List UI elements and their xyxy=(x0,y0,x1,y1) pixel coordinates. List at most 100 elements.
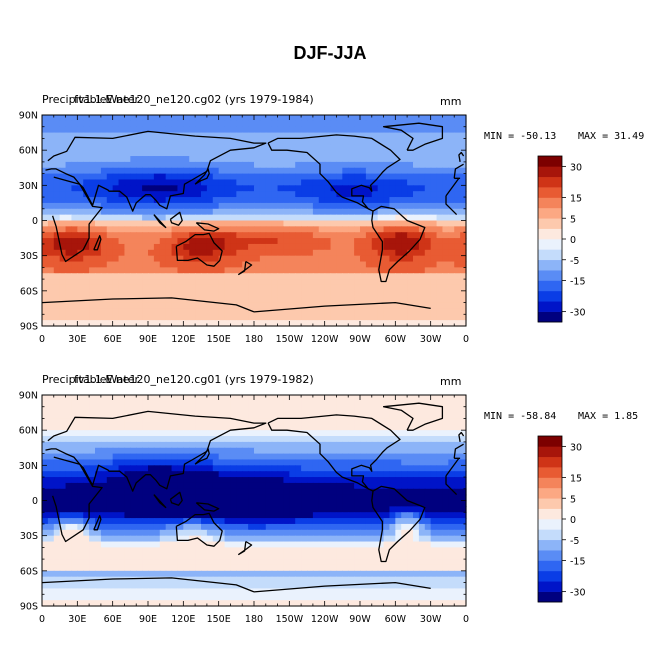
field-cell xyxy=(136,243,143,251)
field-cell xyxy=(383,506,391,513)
field-cell xyxy=(301,232,308,239)
field-cell xyxy=(118,564,126,572)
field-cell xyxy=(242,220,249,227)
field-cell xyxy=(271,418,279,425)
field-cell xyxy=(418,482,426,490)
field-cell xyxy=(71,296,78,304)
field-cell xyxy=(83,161,90,169)
field-cell xyxy=(424,267,432,274)
field-cell xyxy=(442,255,449,263)
field-cell xyxy=(442,553,449,560)
field-cell xyxy=(77,232,84,239)
field-cell xyxy=(206,453,214,461)
field-cell xyxy=(89,314,96,321)
field-cell xyxy=(118,115,126,122)
field-cell xyxy=(371,302,379,310)
field-cell xyxy=(212,290,220,298)
field-cell xyxy=(330,523,338,531)
field-cell xyxy=(230,547,237,554)
field-cell xyxy=(159,290,167,298)
field-cell xyxy=(365,261,373,268)
field-cell xyxy=(318,400,326,408)
field-cell xyxy=(212,436,220,443)
field-cell xyxy=(118,535,126,543)
field-cell xyxy=(130,570,137,578)
field-cell xyxy=(454,406,461,414)
field-cell xyxy=(277,197,285,204)
field-cell xyxy=(177,430,184,437)
field-cell xyxy=(218,518,226,525)
field-cell xyxy=(242,400,249,408)
field-cell xyxy=(136,541,143,548)
field-cell xyxy=(212,197,220,204)
field-cell xyxy=(71,238,78,245)
field-cell xyxy=(342,120,349,128)
field-cell xyxy=(130,564,137,572)
field-cell xyxy=(136,267,143,274)
field-cell xyxy=(112,238,120,245)
field-cell xyxy=(318,156,326,163)
field-cell xyxy=(65,320,73,327)
field-cell xyxy=(354,179,361,186)
field-cell xyxy=(360,564,367,572)
field-cell xyxy=(77,302,84,310)
field-cell xyxy=(295,506,302,513)
field-cell xyxy=(130,412,137,420)
field-cell xyxy=(436,494,444,502)
field-cell xyxy=(136,126,143,134)
field-cell xyxy=(418,424,426,431)
field-cell xyxy=(165,535,173,543)
field-cell xyxy=(42,453,49,461)
field-cell xyxy=(118,126,126,134)
field-cell xyxy=(112,436,120,443)
field-cell xyxy=(395,430,402,437)
field-cell xyxy=(254,185,261,192)
field-cell xyxy=(195,214,202,222)
field-cell xyxy=(130,436,137,443)
field-cell xyxy=(395,465,402,472)
field-cell xyxy=(59,279,67,286)
field-cell xyxy=(89,220,96,227)
field-cell xyxy=(407,226,414,233)
field-cell xyxy=(65,161,73,169)
field-cell xyxy=(265,535,273,543)
field-cell xyxy=(413,249,420,257)
field-cell xyxy=(95,494,102,502)
field-cell xyxy=(59,506,67,513)
field-cell xyxy=(212,564,220,572)
field-cell xyxy=(189,500,196,507)
field-cell xyxy=(330,459,338,466)
field-cell xyxy=(342,243,349,251)
field-cell xyxy=(295,547,302,554)
field-cell xyxy=(71,500,78,507)
field-cell xyxy=(283,226,290,233)
field-cell xyxy=(77,167,84,175)
field-cell xyxy=(324,453,332,461)
field-cell xyxy=(148,150,155,157)
field-cell xyxy=(413,232,420,239)
field-cell xyxy=(177,144,184,151)
field-cell xyxy=(330,173,338,181)
field-cell xyxy=(354,279,361,286)
field-cell xyxy=(324,494,332,502)
field-cell xyxy=(242,500,249,507)
field-cell xyxy=(42,512,49,519)
field-cell xyxy=(124,512,131,519)
field-cell xyxy=(59,477,67,484)
field-cell xyxy=(360,144,367,151)
field-cell xyxy=(348,226,355,233)
field-cell xyxy=(71,412,78,420)
field-cell xyxy=(271,488,279,496)
field-cell xyxy=(307,243,314,251)
field-cell xyxy=(242,202,249,210)
field-cell xyxy=(318,173,326,181)
field-cell xyxy=(165,273,173,280)
field-cell xyxy=(165,465,173,472)
field-cell xyxy=(254,529,261,537)
field-cell xyxy=(254,138,261,145)
field-cell xyxy=(454,541,461,548)
field-cell xyxy=(100,173,108,181)
field-cell xyxy=(95,284,102,292)
field-cell xyxy=(401,559,408,566)
field-cell xyxy=(83,115,90,122)
